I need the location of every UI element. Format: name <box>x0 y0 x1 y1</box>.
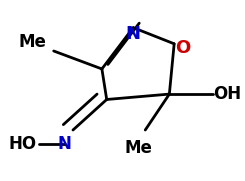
Text: OH: OH <box>213 85 241 103</box>
Text: N: N <box>126 25 141 43</box>
Text: Me: Me <box>124 139 152 157</box>
Text: HO: HO <box>8 135 37 153</box>
Text: O: O <box>175 39 190 57</box>
Text: Me: Me <box>18 33 46 51</box>
Text: N: N <box>58 135 72 153</box>
